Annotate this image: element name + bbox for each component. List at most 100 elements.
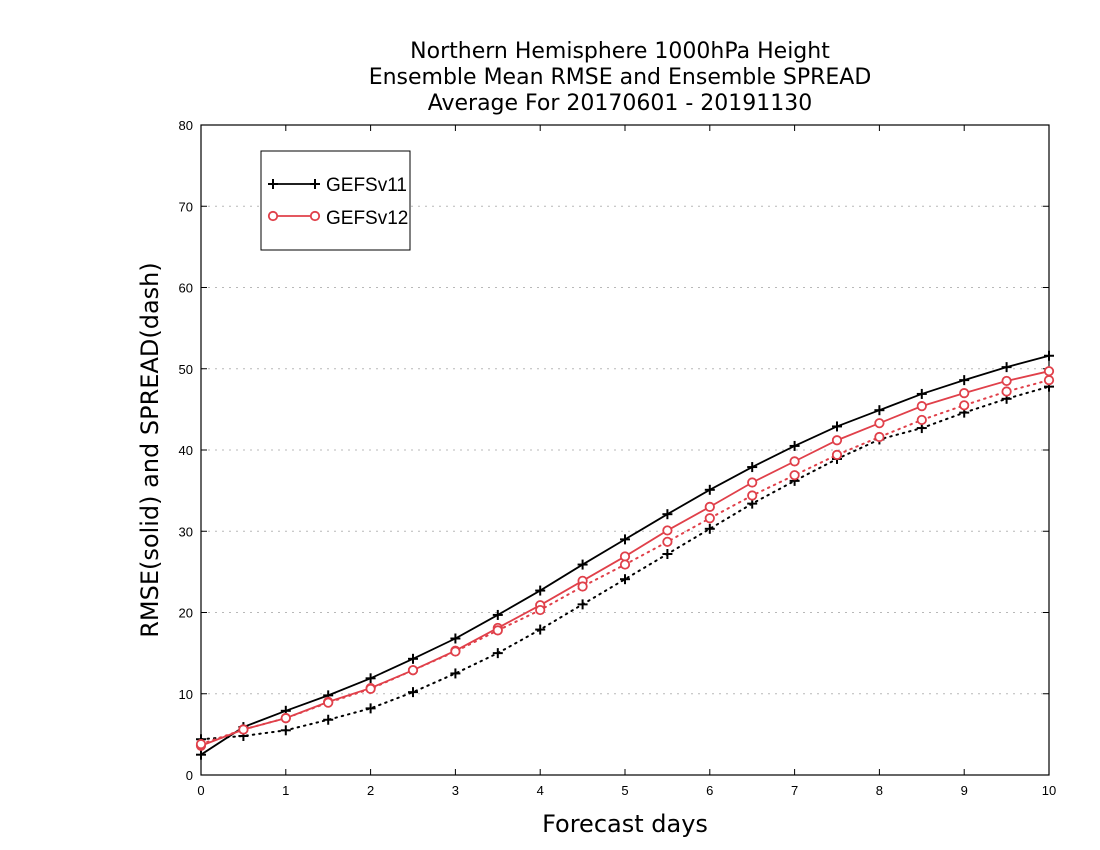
x-tick-label-5: 5	[621, 783, 628, 798]
y-tick-label-40: 40	[179, 443, 193, 458]
series-layer	[195, 350, 1055, 760]
point-gefsv12-spread-8	[535, 604, 546, 616]
point-gefsv12-spread-12	[704, 513, 715, 524]
y-tick-label-80: 80	[179, 118, 193, 133]
point-gefsv11-rmse-4	[365, 673, 376, 684]
point-gefsv12-spread-5	[407, 665, 419, 676]
point-gefsv11-spread-3	[323, 714, 334, 725]
x-tick-label-2: 2	[367, 783, 374, 798]
point-gefsv12-spread-2	[280, 713, 291, 724]
point-gefsv12-spread-13	[747, 490, 758, 501]
point-gefsv11-spread-12	[704, 523, 715, 534]
legend-box	[260, 150, 411, 251]
point-gefsv11-spread-6	[450, 668, 461, 679]
x-tick-label-10: 10	[1042, 783, 1056, 798]
x-tick-label-9: 9	[961, 783, 968, 798]
point-gefsv11-rmse-9	[577, 559, 588, 570]
point-gefsv12-spread-3	[323, 697, 334, 708]
point-gefsv12-spread-18	[959, 400, 970, 411]
point-gefsv12-rmse-11	[662, 525, 673, 536]
point-gefsv11-rmse-7	[492, 609, 503, 620]
legend-items	[267, 179, 321, 222]
x-tick-label-6: 6	[706, 783, 713, 798]
point-gefsv11-rmse-14	[789, 440, 800, 451]
point-gefsv11-spread-10	[620, 574, 630, 585]
legend-marker-left-gefsv12	[267, 210, 279, 222]
title-line-2: Ensemble Mean RMSE and Ensemble SPREAD	[369, 65, 872, 90]
y-tick-label-20: 20	[179, 606, 193, 621]
point-gefsv11-spread-2	[280, 725, 291, 736]
point-gefsv12-rmse-10	[619, 551, 631, 562]
point-gefsv11-rmse-8	[535, 585, 546, 596]
point-gefsv12-spread-0	[195, 739, 207, 750]
grid	[201, 205, 1049, 695]
point-gefsv12-rmse-18	[959, 388, 970, 399]
x-tick-label-7: 7	[791, 783, 798, 798]
point-gefsv11-spread-4	[365, 703, 376, 714]
legend: GEFSv11 GEFSv12	[260, 150, 411, 251]
point-gefsv12-spread-19	[1001, 386, 1012, 397]
point-gefsv12-spread-9	[577, 581, 588, 592]
series-gefsv12-rmse	[195, 366, 1055, 751]
legend-label-gefsv12: GEFSv12	[326, 208, 408, 229]
x-tick-label-1: 1	[282, 783, 289, 798]
axes: 0 10 20 30 40 50 60 70 80 0 1 2 3 4 5 6 7 8 9 10	[179, 118, 1057, 798]
point-gefsv11-rmse-12	[704, 484, 715, 495]
point-gefsv12-spread-7	[492, 625, 503, 636]
point-gefsv11-rmse-15	[832, 421, 842, 432]
point-gefsv11-rmse-11	[662, 509, 673, 520]
point-gefsv12-rmse-13	[747, 477, 758, 488]
point-gefsv12-spread-10	[619, 559, 631, 570]
point-gefsv12-rmse-16	[874, 418, 885, 429]
point-gefsv12-spread-15	[831, 449, 843, 460]
point-gefsv12-rmse-14	[789, 456, 800, 467]
line-gefsv11-spread	[200, 385, 1050, 741]
point-gefsv11-rmse-17	[916, 388, 927, 399]
point-gefsv11-rmse-18	[959, 375, 970, 386]
y-tick-label-10: 10	[179, 687, 193, 702]
point-gefsv12-rmse-20	[1043, 366, 1055, 377]
legend-label-gefsv11: GEFSv11	[326, 175, 407, 196]
x-axis-title: Forecast days	[542, 810, 708, 838]
x-tick-label-4: 4	[537, 783, 544, 798]
series-gefsv11-rmse	[196, 350, 1054, 760]
point-gefsv12-spread-4	[365, 683, 376, 694]
point-gefsv11-spread-9	[577, 599, 588, 610]
y-tick-label-60: 60	[179, 281, 193, 296]
point-gefsv11-spread-7	[492, 648, 503, 659]
point-gefsv12-spread-17	[916, 414, 927, 426]
point-gefsv11-rmse-20	[1044, 350, 1054, 361]
legend-marker-right-gefsv11	[310, 179, 320, 189]
point-gefsv11-rmse-19	[1001, 362, 1012, 373]
point-gefsv11-spread-5	[408, 687, 418, 698]
point-gefsv11-rmse-10	[620, 534, 630, 545]
title-line-1: Northern Hemisphere 1000hPa Height	[410, 39, 830, 64]
y-tick-label-70: 70	[179, 199, 193, 214]
point-gefsv11-spread-11	[662, 549, 673, 559]
title-line-3: Average For 20170601 - 20191130	[428, 91, 813, 116]
point-gefsv12-rmse-15	[831, 435, 843, 446]
x-tick-label-0: 0	[197, 783, 204, 798]
point-gefsv12-spread-1	[238, 724, 249, 735]
point-gefsv12-spread-16	[874, 431, 885, 443]
point-gefsv11-rmse-5	[408, 653, 418, 664]
y-tick-label-50: 50	[179, 362, 193, 377]
y-axis-title: RMSE(solid) and SPREAD(dash)	[136, 262, 164, 638]
legend-marker-left-gefsv11	[268, 179, 278, 189]
point-gefsv12-spread-14	[789, 470, 800, 481]
point-gefsv11-rmse-16	[874, 405, 885, 416]
y-tick-label-30: 30	[179, 524, 193, 539]
point-gefsv12-rmse-17	[916, 401, 927, 412]
point-gefsv12-spread-11	[662, 536, 673, 547]
point-gefsv11-rmse-13	[747, 462, 758, 473]
x-tick-label-8: 8	[876, 783, 883, 798]
series-gefsv12-spread	[195, 375, 1055, 750]
point-gefsv12-rmse-19	[1001, 375, 1012, 387]
legend-marker-right-gefsv12	[309, 210, 321, 222]
y-tick-label-0: 0	[186, 768, 193, 783]
x-tick-label-3: 3	[452, 783, 459, 798]
point-gefsv12-spread-6	[450, 646, 461, 657]
chart-title: Northern Hemisphere 1000hPa Height Ensem…	[369, 39, 872, 116]
point-gefsv11-rmse-6	[450, 633, 461, 644]
